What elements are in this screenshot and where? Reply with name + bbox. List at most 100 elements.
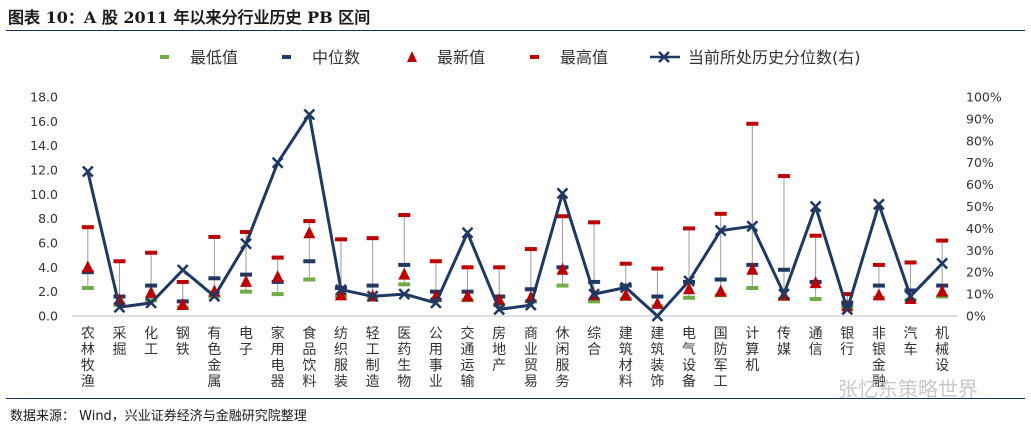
max-marker [556,214,569,219]
min-marker [81,286,94,291]
min-marker [746,286,759,291]
percentile-point [493,303,506,316]
legend-swatch [530,55,539,59]
x-tick-label: 纺织服装 [334,326,348,390]
min-marker [556,283,569,288]
left-axis-tick-label: 14.0 [30,138,58,153]
right-axis-tick-label: 100% [966,90,1002,105]
latest-marker [81,260,94,273]
max-marker [334,237,347,242]
max-marker [240,230,253,235]
x-tick-label: 国防军工 [714,326,728,390]
max-marker [841,292,854,297]
max-marker [398,213,411,218]
min-marker [271,292,284,297]
percentile-point [398,288,411,300]
percentile-point [176,264,189,276]
x-tick-label: 交通运输 [461,325,475,390]
x-tick-label: 公用事业 [429,326,443,390]
percentile-point [556,187,569,200]
max-marker [366,236,379,241]
latest-marker [398,267,411,280]
figure-title: 图表 10：A 股 2011 年以来分行业历史 PB 区间 [8,8,371,27]
median-marker [240,272,253,277]
percentile-point [461,226,474,239]
title-divider [6,30,1025,31]
percentile-point [366,290,379,303]
max-marker [461,265,474,270]
latest-marker [683,282,696,295]
x-tick-label: 休闲服务 [555,326,569,390]
max-marker [524,247,537,252]
percentile-point [240,237,252,250]
latest-marker [461,289,474,302]
median-marker [872,283,885,288]
max-marker [588,220,601,225]
right-axis-tick-label: 80% [966,133,994,148]
percentile-point [303,108,316,121]
right-axis-tick-label: 10% [966,287,994,302]
median-marker [714,277,727,282]
percentile-point [524,299,537,311]
percentile-point [145,296,157,309]
x-tick-label: 轻工制造 [366,326,380,390]
max-marker [303,219,316,224]
x-tick-label: 采掘 [112,326,126,358]
x-tick-label: 钢铁 [176,326,190,358]
left-axis-tick-label: 8.0 [38,211,58,226]
legend-label: 中位数 [312,48,360,67]
latest-marker [303,226,316,239]
percentile-point [746,220,759,233]
x-tick-label: 计算机 [745,326,759,374]
x-tick-label: 房地产 [492,326,506,374]
min-marker [303,277,316,282]
latest-marker [176,298,189,311]
max-marker [746,121,759,126]
x-tick-label: 汽车 [904,326,918,358]
median-marker [524,287,537,292]
latest-marker [240,274,253,287]
max-marker [904,260,917,265]
x-tick-label: 食品饮料 [302,325,316,390]
left-axis-tick-label: 12.0 [30,163,58,178]
latest-marker [809,276,822,289]
right-axis-tick-label: 50% [966,199,994,214]
percentile-point [271,156,284,169]
percentile-series-line [86,113,944,318]
legend-label: 最新值 [437,48,485,67]
min-marker [683,295,696,300]
percentile-point [683,275,695,287]
latest-marker [714,284,727,297]
max-marker [81,225,94,230]
left-axis-tick-label: 0.0 [38,309,58,324]
legend-item: 最低值 [160,48,238,67]
percentile-point [841,303,854,316]
latest-marker [746,262,759,275]
latest-marker [872,288,885,301]
max-marker [493,265,506,270]
percentile-point [873,198,885,211]
right-axis-tick-label: 90% [966,111,994,126]
x-tick-label: 建筑装饰 [650,326,664,390]
max-marker [651,266,664,271]
percentile-point [714,224,727,237]
legend-label: 当前所处历史分位数(右) [688,48,861,67]
percentile-point [809,200,822,213]
max-marker [208,234,221,239]
x-tick-label: 医药生物 [397,326,411,390]
min-marker [588,299,601,304]
percentile-point [619,281,632,294]
right-axis-tick-label: 0% [966,309,986,324]
max-marker [683,226,696,231]
min-marker [240,289,253,294]
median-marker [619,283,632,288]
legend-swatch [160,55,169,59]
x-tick-label: 有色金属 [207,326,221,390]
min-marker [398,282,411,287]
left-axis-tick-label: 16.0 [30,114,58,129]
median-marker [208,276,221,281]
latest-marker [936,284,949,297]
x-tick-label: 综合 [587,326,601,358]
legend-label: 最高值 [560,48,608,67]
